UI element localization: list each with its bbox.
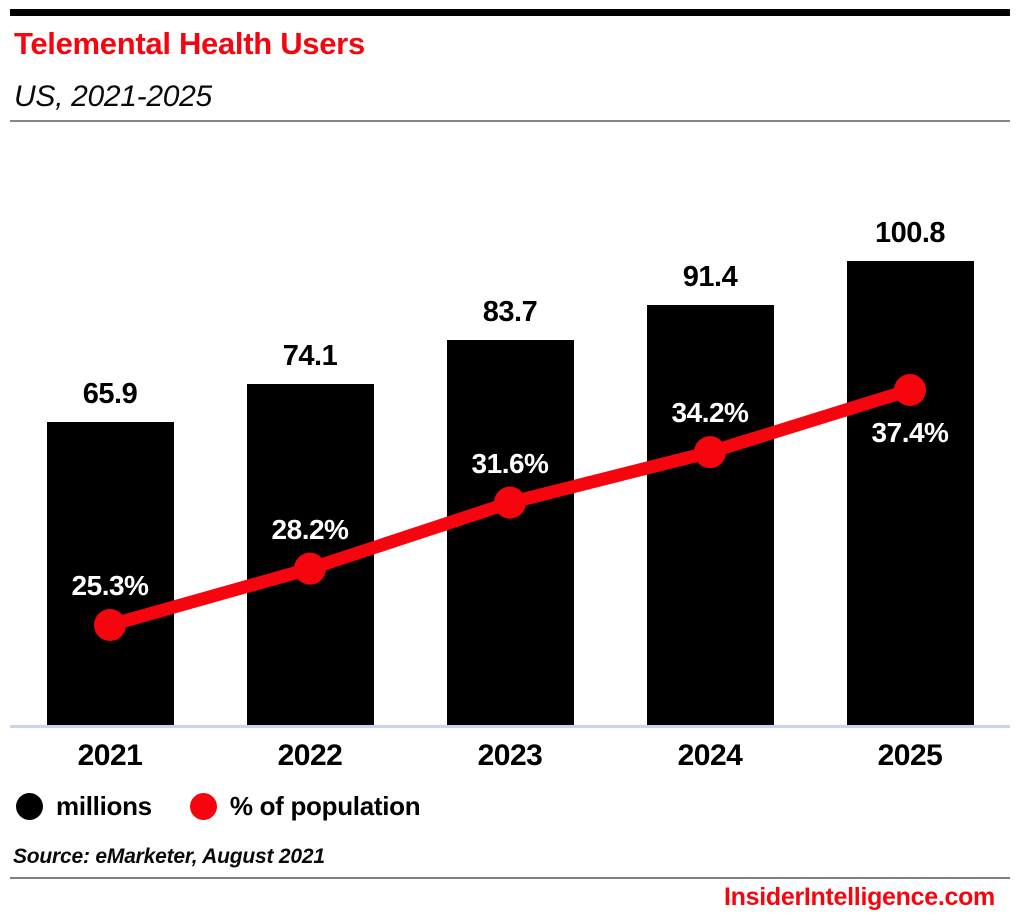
bar-value-label: 100.8 — [874, 217, 946, 249]
bar-value-label: 91.4 — [682, 261, 738, 293]
x-axis-label-2025: 2025 — [877, 739, 943, 772]
brand-link[interactable]: InsiderIntelligence.com — [724, 883, 995, 911]
legend-item: % of population — [189, 791, 421, 822]
legend-item: millions — [16, 791, 152, 822]
bar-value-label: 74.1 — [282, 340, 338, 372]
pct-label: 25.3% — [71, 570, 149, 601]
legend-label: % of population — [229, 791, 421, 821]
page-title: Telemental Health Users — [14, 26, 365, 61]
x-axis-baseline — [10, 725, 1010, 728]
bar-2022 — [246, 384, 374, 725]
footer-divider — [10, 877, 1010, 879]
x-axis-label-2021: 2021 — [77, 739, 143, 772]
pct-label: 28.2% — [271, 513, 349, 545]
pct-label: 37.4% — [871, 417, 949, 449]
source-note: Source: eMarketer, August 2021 — [13, 845, 325, 868]
pct-label: 31.6% — [471, 447, 549, 479]
bar-value-label: 83.7 — [482, 296, 538, 328]
x-axis-label-2024: 2024 — [677, 739, 743, 772]
legend: millions % of population — [16, 791, 421, 822]
bar-2023 — [446, 340, 574, 725]
x-axis-label-2023: 2023 — [477, 739, 543, 772]
x-axis-label-2022: 2022 — [277, 739, 343, 772]
pct-label: 34.2% — [671, 397, 749, 429]
legend-label: millions — [56, 791, 152, 821]
bar-value-label: 65.9 — [82, 378, 138, 410]
page-subtitle: US, 2021-2025 — [14, 80, 212, 113]
header-divider — [10, 120, 1010, 122]
red-dot-icon — [189, 793, 217, 820]
bar-2024 — [646, 305, 774, 725]
bar-2025 — [846, 261, 974, 725]
black-dot-icon — [16, 793, 43, 820]
top-accent-bar — [10, 9, 1010, 16]
